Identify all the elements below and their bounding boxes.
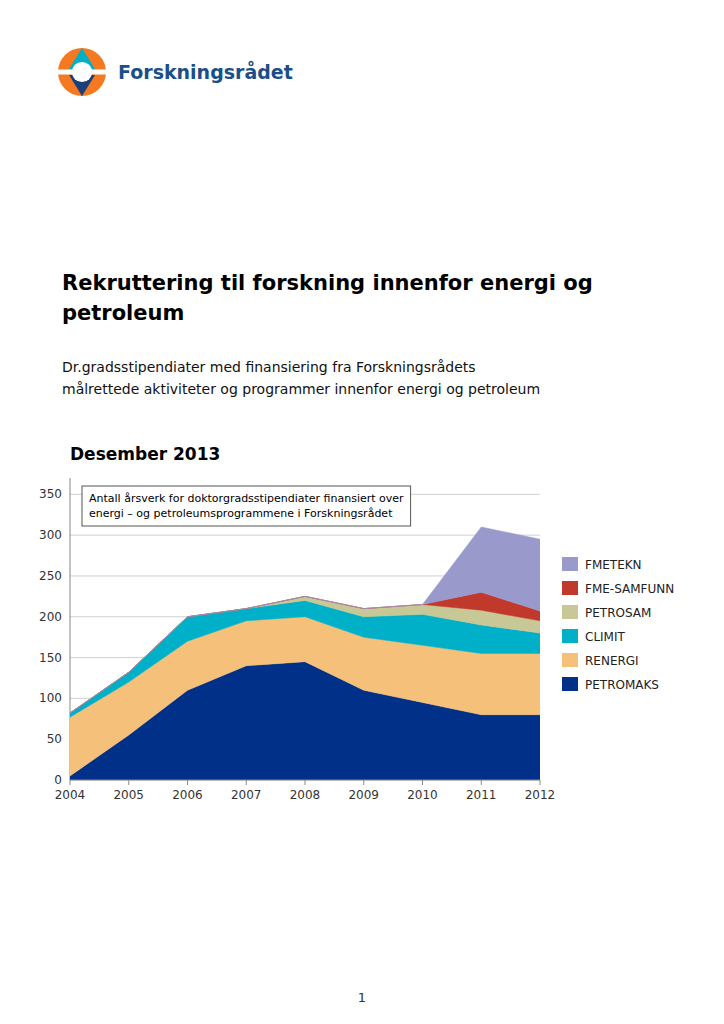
y-tick-label: 150 bbox=[39, 651, 62, 665]
area bbox=[70, 592, 540, 713]
page-background bbox=[0, 0, 724, 1024]
legend-label: RENERGI bbox=[585, 654, 639, 668]
x-tick bbox=[422, 780, 423, 785]
logo-text: Forskningsrådet bbox=[118, 60, 293, 83]
annotation: Antall årsverk for doktorgradsstipendiat… bbox=[82, 486, 411, 526]
page-subtitle: målrettede aktiviteter og programmer inn… bbox=[62, 381, 540, 397]
y-tick-label: 50 bbox=[47, 732, 62, 746]
areas bbox=[70, 527, 540, 780]
x-tick bbox=[70, 780, 71, 785]
legend-swatch bbox=[562, 557, 578, 571]
x-tick bbox=[305, 780, 306, 785]
page-title: Rekruttering til forskning innenfor ener… bbox=[62, 271, 593, 295]
x-tick bbox=[128, 780, 129, 785]
x-tick bbox=[363, 780, 364, 785]
y-tick-label: 100 bbox=[39, 691, 62, 705]
annotation-text: energi – og petroleumsprogrammene i Fors… bbox=[89, 507, 393, 520]
area bbox=[70, 527, 540, 713]
chart-title: Desember 2013 bbox=[70, 444, 220, 464]
logo-hole bbox=[72, 62, 92, 82]
y-tick-label: 200 bbox=[39, 610, 62, 624]
y-grid bbox=[70, 494, 540, 780]
logo bbox=[56, 48, 108, 96]
y-tick-label: 250 bbox=[39, 569, 62, 583]
page-title: petroleum bbox=[62, 301, 184, 325]
x-tick-label: 2012 bbox=[525, 788, 556, 802]
legend-swatch bbox=[562, 653, 578, 667]
area bbox=[70, 596, 540, 713]
y-tick-label: 300 bbox=[39, 528, 62, 542]
annotation-box bbox=[82, 486, 411, 526]
legend-swatch bbox=[562, 581, 578, 595]
x-tick-label: 2010 bbox=[407, 788, 438, 802]
x-tick-label: 2008 bbox=[290, 788, 321, 802]
annotation-text: Antall årsverk for doktorgradsstipendiat… bbox=[89, 492, 404, 505]
legend: FMETEKN FME-SAMFUNN PETROSAM CLIMIT RENERGI P… bbox=[562, 557, 674, 692]
page-number: 1 bbox=[358, 990, 366, 1005]
x-tick bbox=[540, 780, 541, 785]
x-tick-label: 2009 bbox=[348, 788, 379, 802]
legend-swatch bbox=[562, 605, 578, 619]
x-tick bbox=[481, 780, 482, 785]
legend-swatch bbox=[562, 677, 578, 691]
legend-label: PETROMAKS bbox=[585, 678, 659, 692]
x-tick-label: 2007 bbox=[231, 788, 262, 802]
legend-swatch bbox=[562, 629, 578, 643]
grid-line bbox=[70, 535, 540, 536]
page: Forskningsrådet Rekruttering til forsknin… bbox=[0, 0, 724, 1024]
x-tick bbox=[187, 780, 188, 785]
y-tick-label: 350 bbox=[39, 487, 62, 501]
x-tick-label: 2011 bbox=[466, 788, 497, 802]
legend-label: PETROSAM bbox=[585, 606, 651, 620]
legend-label: FME-SAMFUNN bbox=[585, 582, 674, 596]
x-tick-label: 2005 bbox=[113, 788, 144, 802]
legend-label: FMETEKN bbox=[585, 558, 642, 572]
x-tick-label: 2004 bbox=[55, 788, 86, 802]
legend-label: CLIMIT bbox=[585, 630, 625, 644]
x-tick bbox=[246, 780, 247, 785]
x-tick-label: 2006 bbox=[172, 788, 203, 802]
page-subtitle: Dr.gradsstipendiater med finansiering fr… bbox=[62, 359, 476, 375]
y-tick-label: 0 bbox=[54, 773, 62, 787]
